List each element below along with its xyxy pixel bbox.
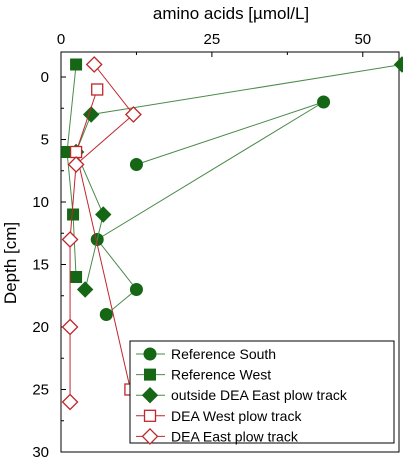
legend-label: DEA West plow track (171, 408, 302, 424)
data-point (125, 106, 142, 123)
series-0 (90, 95, 331, 321)
legend-marker (143, 347, 157, 361)
legend-label: Reference West (171, 367, 271, 383)
data-point (69, 145, 83, 159)
data-point (129, 283, 143, 296)
y-tick-label: 20 (32, 319, 49, 336)
x-tick-label: 50 (354, 31, 371, 48)
data-point (393, 56, 403, 73)
data-point (67, 156, 85, 173)
y-tick-label: 30 (32, 444, 49, 461)
data-point (85, 56, 103, 73)
data-point (82, 106, 100, 123)
legend-box (129, 340, 395, 444)
x-tick-labels: 0 25 50 (57, 31, 371, 48)
data-point (70, 58, 83, 71)
data-point (61, 393, 79, 411)
series-layer (61, 56, 403, 411)
series-line (96, 101, 324, 315)
x-tick-label: 25 (204, 31, 221, 48)
y-axis-title: Depth [cm] (1, 222, 20, 304)
y-tick-labels: 0 5 10 15 20 25 30 (32, 69, 49, 461)
data-point (129, 158, 143, 171)
y-tick-label: 0 (41, 69, 49, 86)
y-tick-label: 25 (32, 382, 49, 399)
legend-marker (143, 409, 157, 422)
y-tick-label: 5 (41, 132, 49, 149)
legend-marker (141, 386, 159, 404)
plot-frame (60, 51, 400, 453)
legend: Reference South Reference West outside DEA… (129, 340, 395, 445)
legend-label: DEA East plow track (171, 428, 299, 444)
x-tick-label: 0 (57, 31, 65, 48)
series-line (75, 64, 403, 290)
legend-label: outside DEA East plow track (171, 387, 348, 403)
series-1 (61, 58, 83, 283)
series-4 (61, 56, 142, 411)
series-line (66, 64, 77, 278)
series-line (69, 64, 135, 402)
data-point (317, 95, 331, 109)
y-tick-label: 10 (32, 194, 49, 211)
data-point (70, 271, 83, 283)
data-point (61, 318, 79, 336)
data-point (67, 208, 80, 221)
data-point (76, 281, 94, 298)
legend-marker (141, 427, 159, 445)
legend-label: Reference South (171, 346, 276, 362)
y-tick-label: 15 (32, 257, 49, 274)
x-axis-title: amino acids [µmol/L] (153, 4, 309, 23)
data-point (99, 308, 113, 321)
data-point (61, 231, 79, 248)
legend-marker (144, 368, 156, 381)
data-point (95, 206, 112, 223)
data-point (91, 83, 104, 96)
series-2 (67, 56, 403, 298)
